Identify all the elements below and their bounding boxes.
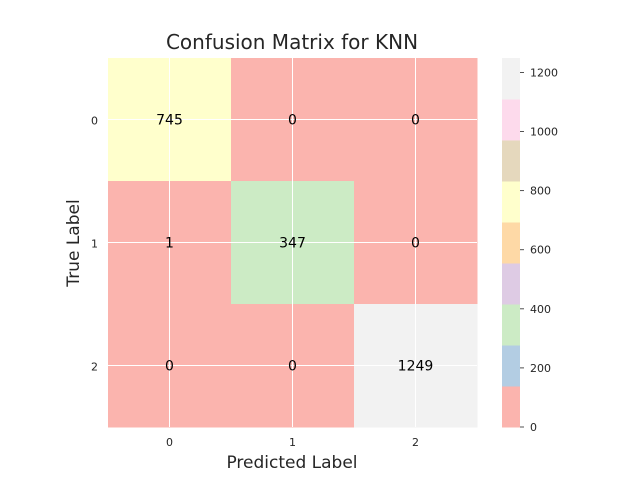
colorbar-tick-label: 1200	[530, 66, 558, 79]
y-axis-ticks: 0 1 2	[91, 115, 98, 374]
colorbar-ticks: 0 200 400 600 800 1000 1200	[520, 66, 558, 434]
y-axis-label: True Label	[64, 199, 84, 287]
cell-value-labels: 745 0 0 1 347 0 0 0 1249	[156, 113, 433, 375]
cell-value-label: 0	[411, 236, 420, 252]
y-tick-label: 1	[91, 238, 98, 251]
colorbar-segment	[502, 222, 520, 264]
x-axis-ticks: 0 1 2	[166, 436, 419, 449]
colorbar-segment	[502, 263, 520, 305]
cell-value-label: 0	[288, 113, 297, 129]
x-tick-label: 0	[166, 436, 173, 449]
colorbar-tick-label: 400	[530, 303, 551, 316]
y-tick-label: 2	[91, 361, 98, 374]
cell-value-label: 347	[279, 236, 306, 252]
cell-value-label: 1249	[398, 359, 434, 375]
colorbar-tick-label: 200	[530, 362, 551, 375]
cell-value-label: 1	[165, 236, 174, 252]
colorbar-tick-label: 600	[530, 244, 551, 257]
y-tick-label: 0	[91, 115, 98, 128]
x-tick-label: 1	[289, 436, 296, 449]
colorbar-segment	[502, 386, 520, 428]
x-tick-label: 2	[412, 436, 419, 449]
colorbar-segment	[502, 304, 520, 346]
cell-value-label: 0	[165, 359, 174, 375]
cell-value-label: 0	[411, 113, 420, 129]
colorbar-segment	[502, 58, 520, 100]
colorbar-tick-label: 800	[530, 185, 551, 198]
x-axis-label: Predicted Label	[226, 453, 357, 473]
colorbar	[502, 58, 520, 428]
colorbar-segment	[502, 181, 520, 223]
colorbar-segment	[502, 99, 520, 141]
colorbar-tick-label: 0	[530, 421, 537, 434]
colorbar-segment	[502, 345, 520, 387]
colorbar-segment	[502, 140, 520, 182]
heatmap-gridlines	[108, 58, 477, 427]
chart-title: Confusion Matrix for KNN	[166, 30, 418, 54]
colorbar-tick-label: 1000	[530, 126, 558, 139]
cell-value-label: 0	[288, 359, 297, 375]
cell-value-label: 745	[156, 113, 183, 129]
